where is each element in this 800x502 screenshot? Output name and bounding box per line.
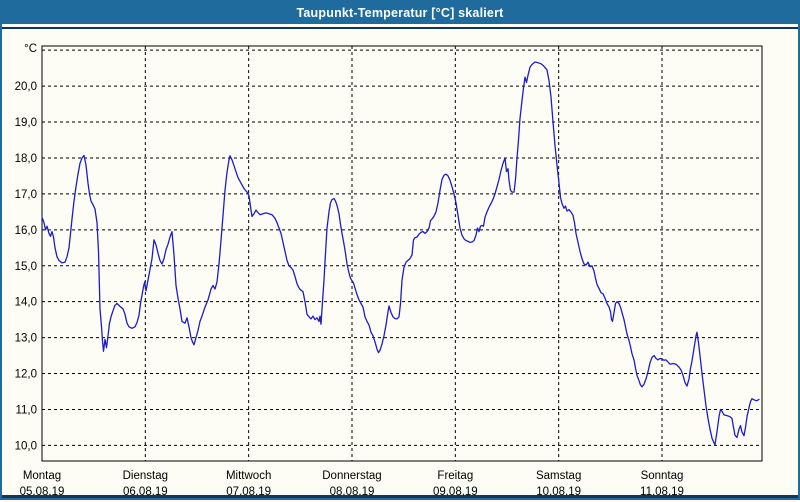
y-tick-label: 13,0: [15, 333, 37, 345]
y-tick-label: 10,0: [15, 440, 37, 452]
x-day-name-label: Sonntag: [641, 470, 684, 482]
y-tick-label: 15,0: [15, 261, 37, 273]
plot-frame: [41, 45, 763, 462]
y-tick-label: 11,0: [15, 404, 37, 416]
x-day-name-label: Dienstag: [123, 470, 168, 482]
y-tick-label: 14,0: [15, 297, 37, 309]
window-title: Taupunkt-Temperatur [°C] skaliert: [296, 6, 504, 20]
y-tick-label: 18,0: [15, 153, 37, 165]
x-day-name-label: Donnerstag: [322, 470, 381, 482]
window-titlebar[interactable]: Taupunkt-Temperatur [°C] skaliert: [2, 2, 798, 24]
y-tick-label: 17,0: [15, 189, 37, 201]
x-day-name-label: Samstag: [536, 470, 581, 482]
y-tick-label: 19,0: [15, 117, 37, 129]
titlebar-separator: [2, 27, 798, 29]
window-bottom-edge: [2, 495, 798, 498]
y-tick-label: 12,0: [15, 369, 37, 381]
x-day-name-label: Freitag: [437, 470, 473, 482]
x-day-name-label: Montag: [23, 470, 61, 482]
temperature-series-line: [41, 61, 760, 446]
y-axis-unit-label: °C: [24, 43, 37, 55]
x-day-name-label: Mittwoch: [226, 470, 271, 482]
y-tick-label: 20,0: [15, 81, 37, 93]
y-tick-label: 16,0: [15, 225, 37, 237]
